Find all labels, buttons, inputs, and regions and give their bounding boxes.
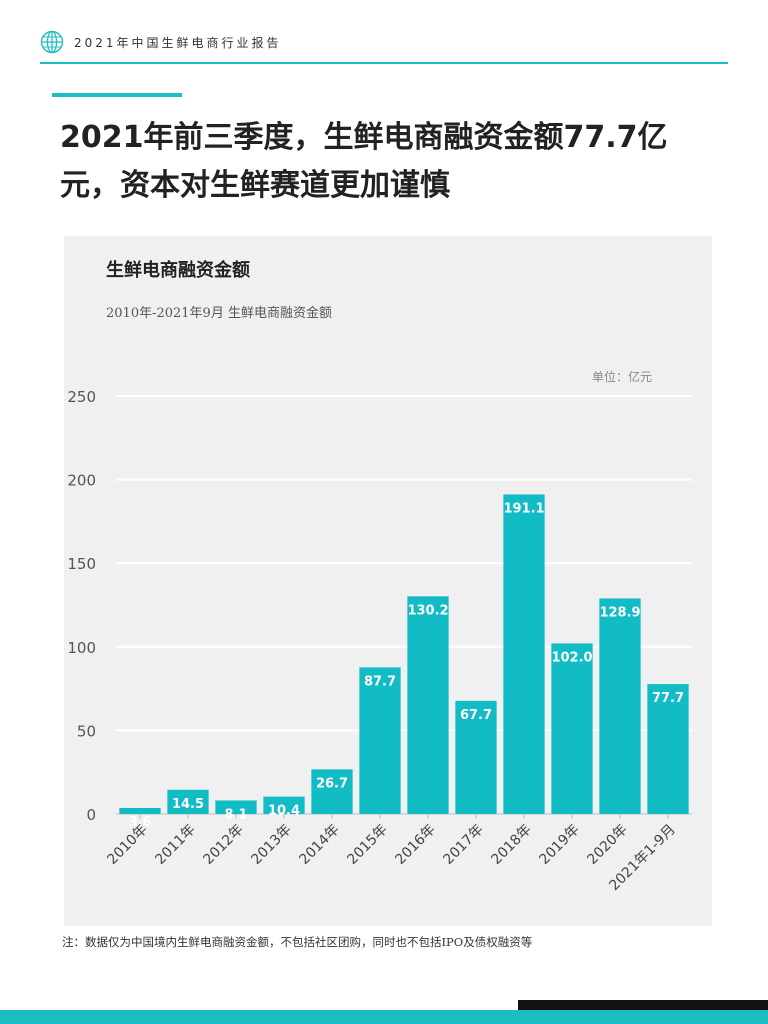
bar xyxy=(647,684,689,814)
page-headline: 2021年前三季度，生鲜电商融资金额77.7亿元，资本对生鲜赛道更加谨慎 xyxy=(60,120,668,203)
header-divider xyxy=(40,62,728,64)
data-label: 26.7 xyxy=(316,776,348,791)
data-label: 191.1 xyxy=(503,501,544,516)
x-tick-label: 2014年 xyxy=(296,822,342,868)
y-tick-label: 100 xyxy=(67,639,96,657)
x-tick-label: 2013年 xyxy=(248,822,294,868)
footer-bar-teal xyxy=(0,1010,768,1024)
bar xyxy=(407,596,449,814)
footnote: 注：数据仅为中国境内生鲜电商融资金额，不包括社区团购，同时也不包括IPO及债权融… xyxy=(62,935,533,949)
data-label: 67.7 xyxy=(460,708,492,723)
bar xyxy=(455,700,497,814)
x-tick-label: 2016年 xyxy=(392,822,438,868)
footer-bar-dark xyxy=(518,1000,768,1010)
bar xyxy=(599,598,641,814)
bar xyxy=(551,643,593,814)
x-tick-label: 2020年 xyxy=(584,822,630,868)
x-tick-label: 2011年 xyxy=(152,822,198,868)
report-title: 2021年中国生鲜电商行业报告 xyxy=(74,36,282,50)
x-tick-label: 2019年 xyxy=(536,822,582,868)
chart-panel: 生鲜电商融资金额 2010年-2021年9月 生鲜电商融资金额 单位：亿元 0 5… xyxy=(64,236,712,926)
data-label: 128.9 xyxy=(599,605,640,620)
chart-title: 生鲜电商融资金额 xyxy=(106,260,250,281)
chart-subtitle: 2010年-2021年9月 生鲜电商融资金额 xyxy=(106,306,332,321)
data-label: 102.0 xyxy=(551,650,592,665)
bar xyxy=(311,769,353,814)
y-tick-label: 250 xyxy=(67,388,96,406)
globe-icon xyxy=(40,30,64,54)
bar xyxy=(119,807,161,814)
data-label: 14.5 xyxy=(172,797,204,812)
data-label: 10.4 xyxy=(268,804,300,819)
bar xyxy=(167,789,209,814)
y-tick-label: 0 xyxy=(86,806,96,824)
bar xyxy=(359,667,401,814)
bar-chart: 0501001502002503.62010年14.52011年8.12012年… xyxy=(67,388,692,894)
report-header: 2021年中国生鲜电商行业报告 xyxy=(40,28,728,64)
y-tick-label: 50 xyxy=(77,722,96,740)
bar xyxy=(503,494,545,814)
x-tick-label: 2018年 xyxy=(488,822,534,868)
bar xyxy=(263,796,305,814)
x-tick-label: 2017年 xyxy=(440,822,486,868)
x-tick-label: 2012年 xyxy=(200,822,246,868)
x-tick-label: 2015年 xyxy=(344,822,390,868)
headline-accent-bar xyxy=(52,93,182,97)
data-label: 77.7 xyxy=(652,691,684,706)
y-tick-label: 150 xyxy=(67,555,96,573)
y-tick-label: 200 xyxy=(67,472,96,490)
data-label: 3.6 xyxy=(128,815,151,830)
data-label: 87.7 xyxy=(364,674,396,689)
chart-unit-label: 单位：亿元 xyxy=(592,370,653,384)
data-label: 130.2 xyxy=(407,603,448,618)
bar xyxy=(215,800,257,814)
